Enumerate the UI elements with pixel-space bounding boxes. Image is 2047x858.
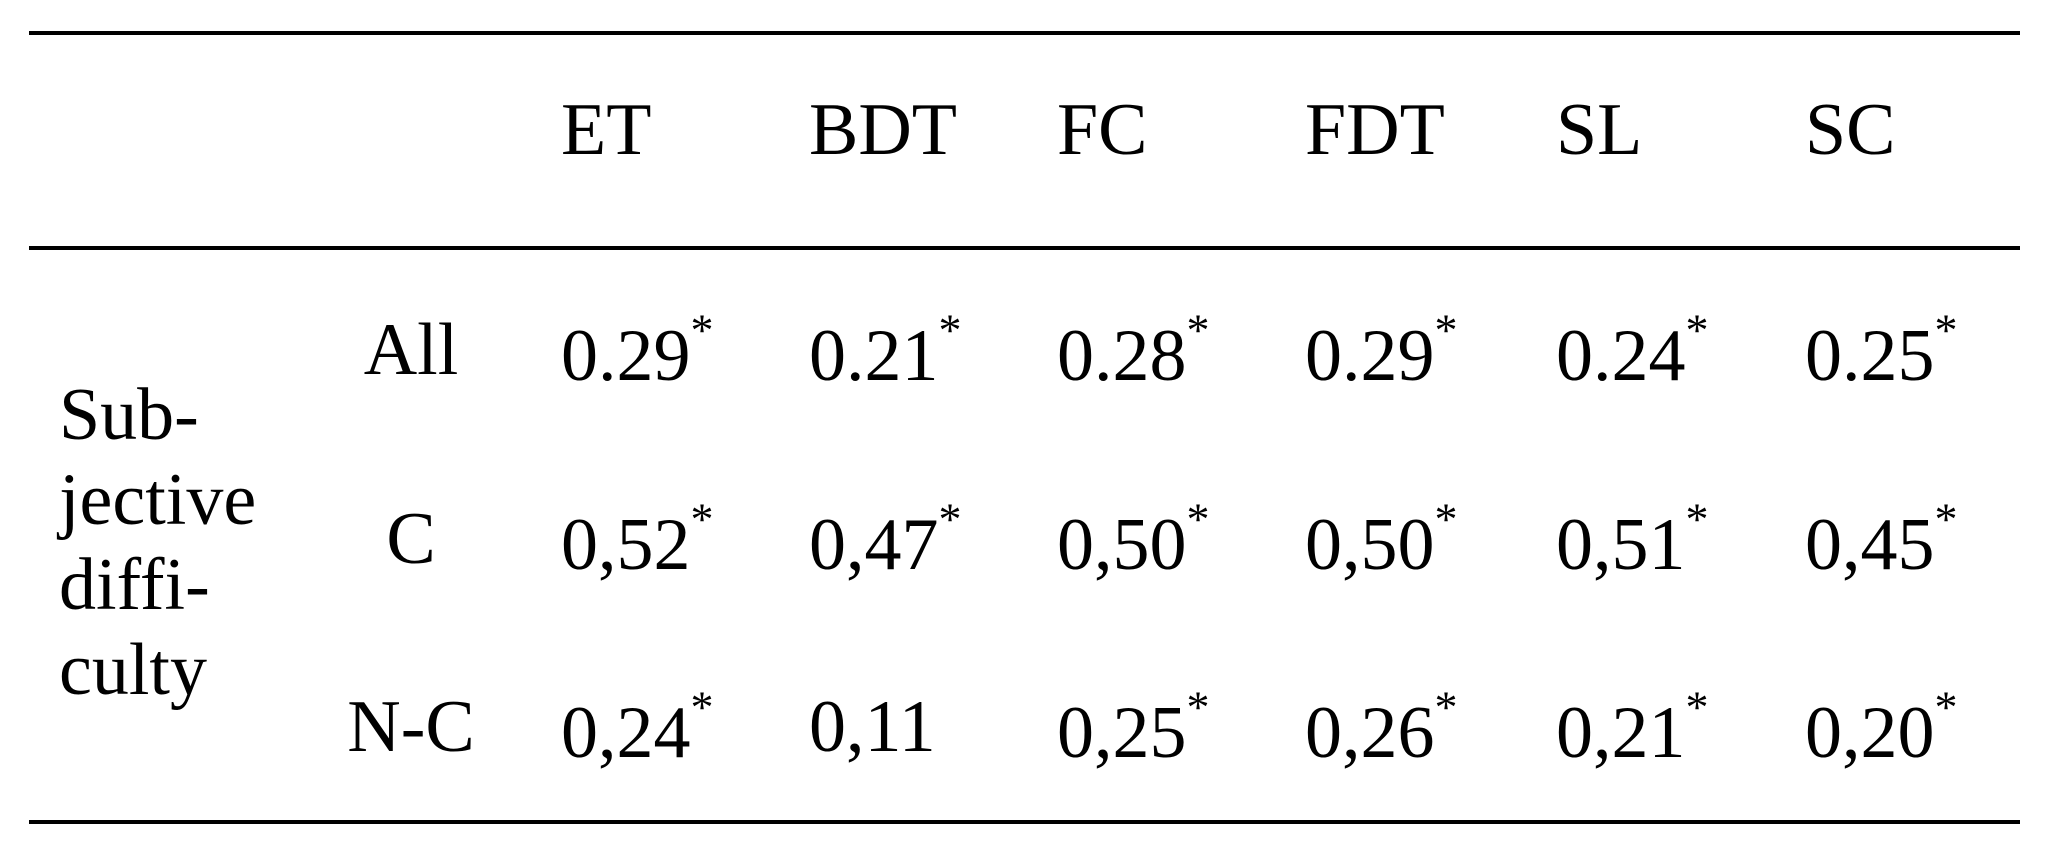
cell-value: 0.21 (809, 314, 939, 397)
cell: 0.28* (1057, 307, 1210, 393)
cell-value: 0.29 (561, 314, 691, 397)
cell: 0,52* (561, 496, 714, 582)
significance-mark: * (1934, 304, 1958, 356)
cell: 0,50* (1305, 496, 1458, 582)
cell-value: 0,51 (1556, 503, 1686, 586)
column-header: SC (1805, 89, 1896, 171)
significance-mark: * (690, 681, 714, 733)
group-label-line: Sub- (59, 374, 199, 456)
cell: 0.25* (1805, 307, 1958, 393)
significance-mark: * (1934, 493, 1958, 545)
top-rule (29, 31, 2020, 35)
group-label-line: diffi- (59, 544, 210, 626)
cell-value: 0,20 (1805, 691, 1935, 774)
cell-value: 0,50 (1305, 503, 1435, 586)
cell: 0,21* (1556, 684, 1709, 770)
significance-mark: * (1186, 493, 1210, 545)
significance-mark: * (1934, 681, 1958, 733)
cell-value: 0,50 (1057, 503, 1187, 586)
cell: 0,24* (561, 684, 714, 770)
significance-mark: * (1434, 681, 1458, 733)
cell-value: 0,25 (1057, 691, 1187, 774)
cell-value: 0.25 (1805, 314, 1935, 397)
cell-value: 0,47 (809, 503, 939, 586)
column-header: ET (561, 89, 652, 171)
cell: 0.29* (1305, 307, 1458, 393)
cell-value: 0,26 (1305, 691, 1435, 774)
significance-mark: * (1434, 304, 1458, 356)
cell: 0,50* (1057, 496, 1210, 582)
header-rule (29, 246, 2020, 250)
significance-mark: * (1685, 304, 1709, 356)
significance-mark: * (938, 493, 962, 545)
cell-value: 0,45 (1805, 503, 1935, 586)
cell: 0,45* (1805, 496, 1958, 582)
cell: 0.21* (809, 307, 962, 393)
column-header: FDT (1305, 89, 1445, 171)
cell: 0.29* (561, 307, 714, 393)
column-header: FC (1057, 89, 1148, 171)
significance-mark: * (1685, 681, 1709, 733)
row-label: N-C (347, 686, 475, 768)
row-label: All (363, 309, 459, 391)
cell: 0.24* (1556, 307, 1709, 393)
cell-value: 0,21 (1556, 691, 1686, 774)
significance-mark: * (938, 304, 962, 356)
cell: 0,11 (809, 690, 936, 764)
cell: 0,47* (809, 496, 962, 582)
cell-value: 0,24 (561, 691, 691, 774)
significance-mark: * (690, 304, 714, 356)
significance-mark: * (1685, 493, 1709, 545)
significance-mark: * (690, 493, 714, 545)
cell-value: 0.28 (1057, 314, 1187, 397)
significance-mark: * (1186, 681, 1210, 733)
group-label-line: jective (59, 459, 257, 541)
bottom-rule (29, 820, 2020, 824)
group-label-line: culty (59, 629, 207, 711)
column-header: BDT (809, 89, 957, 171)
significance-mark: * (1434, 493, 1458, 545)
cell-value: 0,52 (561, 503, 691, 586)
cell: 0,25* (1057, 684, 1210, 770)
cell: 0,26* (1305, 684, 1458, 770)
significance-mark: * (1186, 304, 1210, 356)
cell-value: 0.29 (1305, 314, 1435, 397)
cell: 0,20* (1805, 684, 1958, 770)
column-header: SL (1556, 89, 1643, 171)
cell-value: 0.24 (1556, 314, 1686, 397)
group-label: Sub-jective diffi-culty (59, 373, 256, 713)
row-label: C (386, 498, 436, 580)
cell: 0,51* (1556, 496, 1709, 582)
cell-value: 0,11 (809, 686, 936, 768)
